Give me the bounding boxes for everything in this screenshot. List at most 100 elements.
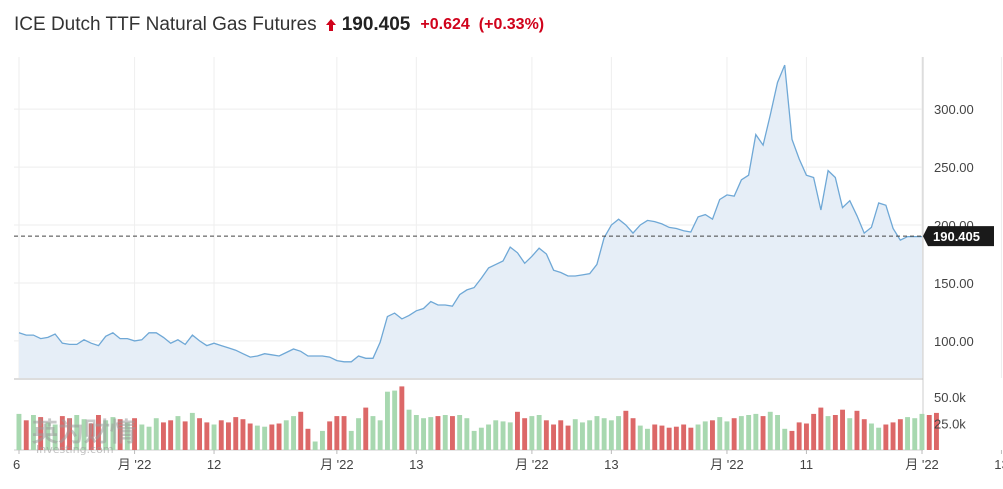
- volume-bar[interactable]: [478, 427, 484, 450]
- volume-bar[interactable]: [161, 422, 166, 450]
- volume-bar[interactable]: [413, 415, 419, 450]
- volume-bar[interactable]: [811, 413, 817, 450]
- volume-bar[interactable]: [45, 422, 51, 450]
- volume-bar[interactable]: [363, 407, 369, 450]
- volume-bar[interactable]: [283, 420, 289, 450]
- volume-bar[interactable]: [529, 416, 535, 450]
- volume-bar[interactable]: [630, 418, 636, 450]
- volume-bar[interactable]: [254, 425, 260, 450]
- volume-bar[interactable]: [804, 423, 809, 451]
- volume-bar[interactable]: [854, 410, 860, 450]
- volume-bar[interactable]: [659, 425, 665, 450]
- volume-bar[interactable]: [16, 413, 22, 450]
- volume-bar[interactable]: [182, 421, 188, 450]
- volume-bar[interactable]: [507, 422, 513, 450]
- volume-bar[interactable]: [558, 420, 564, 450]
- volume-bar[interactable]: [197, 418, 202, 450]
- volume-bar[interactable]: [450, 416, 455, 450]
- volume-bar[interactable]: [695, 424, 701, 451]
- volume-bar[interactable]: [59, 416, 65, 450]
- volume-bar[interactable]: [233, 417, 239, 450]
- volume-bar[interactable]: [168, 420, 174, 450]
- volume-bar[interactable]: [825, 416, 831, 450]
- volume-bar[interactable]: [493, 420, 499, 450]
- volume-bar[interactable]: [623, 410, 629, 450]
- volume-bar[interactable]: [464, 418, 470, 450]
- volume-bar[interactable]: [392, 390, 398, 450]
- volume-bar[interactable]: [88, 423, 94, 451]
- volume-bar[interactable]: [926, 415, 932, 450]
- volume-bar[interactable]: [218, 420, 224, 450]
- price-line-series[interactable]: [18, 64, 922, 363]
- volume-bar[interactable]: [861, 419, 867, 450]
- volume-bar[interactable]: [269, 424, 275, 451]
- volume-bar[interactable]: [782, 428, 788, 450]
- volume-bar[interactable]: [435, 416, 441, 450]
- volume-bar[interactable]: [934, 412, 939, 450]
- volume-bar[interactable]: [608, 420, 614, 450]
- volume-bar[interactable]: [31, 415, 36, 450]
- volume-bar[interactable]: [385, 391, 390, 450]
- volume-bar[interactable]: [370, 416, 376, 450]
- volume-bar[interactable]: [226, 422, 231, 450]
- volume-bar[interactable]: [587, 420, 593, 450]
- volume-bar[interactable]: [767, 411, 773, 450]
- volume-bar[interactable]: [753, 413, 759, 450]
- volume-bar[interactable]: [96, 415, 101, 450]
- volume-bar[interactable]: [818, 407, 824, 450]
- volume-bar[interactable]: [717, 417, 723, 450]
- volume-bar[interactable]: [536, 415, 542, 450]
- volume-bar[interactable]: [442, 415, 448, 450]
- volume-bar[interactable]: [702, 421, 708, 450]
- volume-bar[interactable]: [153, 418, 159, 450]
- volume-bar[interactable]: [132, 418, 137, 450]
- volume-bar[interactable]: [262, 426, 268, 450]
- volume-bar[interactable]: [356, 418, 361, 450]
- volume-bar[interactable]: [399, 386, 405, 450]
- volume-bar[interactable]: [688, 427, 694, 450]
- volume-bar[interactable]: [905, 417, 910, 450]
- volume-bar[interactable]: [616, 416, 621, 450]
- volume-bar[interactable]: [305, 428, 311, 450]
- volume-bar[interactable]: [23, 420, 29, 450]
- volume-bar[interactable]: [876, 427, 882, 450]
- volume-bar[interactable]: [348, 430, 354, 450]
- volume-bar[interactable]: [74, 415, 80, 450]
- volume-bar[interactable]: [666, 427, 672, 450]
- volume-bar[interactable]: [580, 422, 585, 450]
- volume-bar[interactable]: [406, 409, 412, 450]
- volume-bar[interactable]: [327, 421, 333, 450]
- volume-bar[interactable]: [565, 425, 571, 450]
- volume-bar[interactable]: [320, 430, 325, 450]
- volume-bar[interactable]: [139, 424, 145, 451]
- volume-bar[interactable]: [601, 418, 607, 450]
- volume-bar[interactable]: [515, 411, 520, 450]
- volume-bar[interactable]: [421, 418, 426, 450]
- volume-bar[interactable]: [869, 423, 874, 451]
- volume-bar[interactable]: [760, 416, 766, 450]
- volume-bar[interactable]: [117, 419, 123, 450]
- volume-bar[interactable]: [572, 419, 578, 450]
- volume-bar[interactable]: [710, 420, 715, 450]
- volume-bar[interactable]: [52, 424, 58, 451]
- volume-bar[interactable]: [38, 417, 44, 450]
- volume-bar[interactable]: [471, 430, 477, 450]
- volume-bar[interactable]: [883, 424, 889, 451]
- volume-bar[interactable]: [124, 422, 130, 450]
- volume-bar[interactable]: [500, 421, 506, 450]
- volume-bar[interactable]: [731, 418, 737, 450]
- volume-bar[interactable]: [919, 413, 925, 450]
- volume-bar[interactable]: [81, 419, 87, 450]
- volume-bar[interactable]: [746, 415, 752, 450]
- volume-bar[interactable]: [645, 428, 650, 450]
- volume-bar[interactable]: [334, 416, 340, 450]
- volume-bar[interactable]: [247, 423, 253, 451]
- volume-bar[interactable]: [789, 430, 795, 450]
- volume-bar[interactable]: [522, 418, 528, 450]
- volume-bar[interactable]: [775, 415, 780, 450]
- volume-bar[interactable]: [240, 419, 246, 450]
- volume-bar[interactable]: [298, 411, 304, 450]
- volume-bar[interactable]: [204, 422, 210, 450]
- volume-bar[interactable]: [724, 421, 730, 450]
